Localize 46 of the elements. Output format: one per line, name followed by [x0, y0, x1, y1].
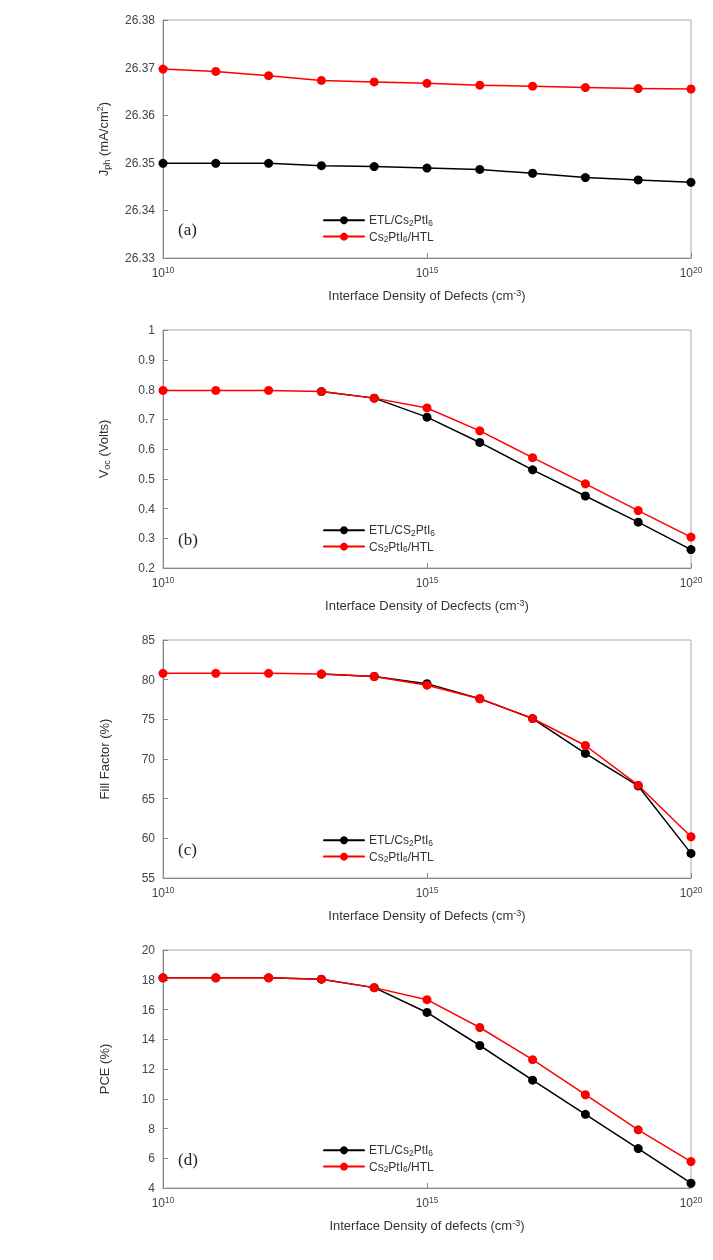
y-tick-label: 14 [141, 1032, 156, 1047]
annotation: (b) [178, 530, 198, 549]
y-tick-label: 0.3 [138, 531, 156, 546]
legend-label: ETL/Cs2PtI6 [369, 213, 434, 228]
y-tick-label: 10 [141, 1091, 156, 1106]
y-tick-label: 60 [141, 831, 156, 846]
y-tick-label: 16 [141, 1002, 156, 1017]
y-tick-label: 0.8 [138, 382, 156, 397]
legend-label: Cs2PtI6/HTL [369, 229, 434, 244]
y-tick-label: 0.7 [138, 412, 156, 427]
annotation: (a) [178, 220, 197, 239]
y-tick-label: 18 [141, 972, 156, 987]
y-tick-label: 26.38 [124, 13, 156, 27]
y-tick-label: 65 [141, 791, 156, 806]
y-tick-label: 26.37 [124, 60, 156, 75]
legend-label: ETL/CS2PtI6 [369, 523, 436, 538]
y-tick-label: 55 [141, 871, 156, 885]
y-tick-label: 12 [141, 1062, 156, 1076]
y-tick-label: 85 [141, 633, 156, 647]
y-axis-title: PCE (%) [97, 1043, 112, 1095]
y-tick-label: 26.33 [124, 251, 156, 265]
legend-label: Cs2PtI6/HTL [369, 1159, 434, 1174]
legend-label: ETL/Cs2PtI6 [369, 1143, 434, 1158]
y-tick-label: 0.9 [138, 352, 156, 367]
y-tick-label: 75 [141, 712, 156, 727]
y-tick-label: 26.36 [124, 108, 156, 123]
annotation: (d) [178, 1150, 198, 1169]
y-tick-label: 26.35 [124, 155, 156, 170]
y-tick-label: 8 [148, 1121, 156, 1136]
y-tick-label: 4 [148, 1181, 156, 1195]
y-tick-label: 1 [148, 323, 156, 337]
y-axis-title: Fill Factor (%) [97, 718, 112, 800]
y-tick-label: 6 [148, 1151, 156, 1166]
legend-label: Cs2PtI6/HTL [369, 849, 434, 864]
y-tick-label: 80 [141, 672, 156, 687]
y-tick-label: 70 [141, 752, 156, 766]
y-axis-title: Voc (Volts) [96, 419, 112, 479]
annotation: (c) [178, 840, 197, 859]
legend-label: Cs2PtI6/HTL [369, 539, 434, 554]
legend-label: ETL/Cs2PtI6 [369, 833, 434, 848]
y-tick-label: 26.34 [124, 203, 156, 218]
y-tick-label: 0.2 [138, 561, 156, 575]
y-tick-label: 20 [141, 943, 156, 957]
y-tick-label: 0.5 [138, 471, 156, 486]
y-tick-label: 0.6 [138, 442, 156, 456]
y-tick-label: 0.4 [138, 501, 156, 516]
